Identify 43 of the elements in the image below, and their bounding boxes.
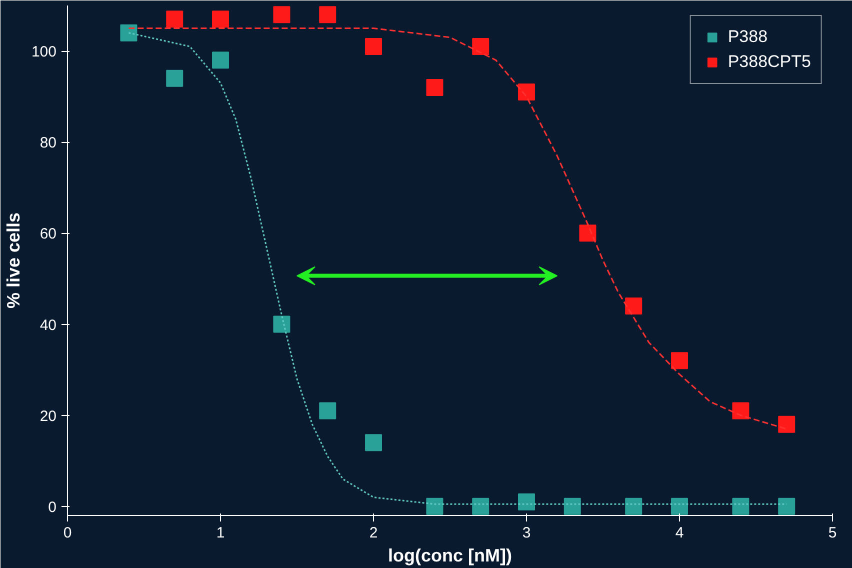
y-tick-label: 20 — [40, 408, 57, 425]
legend-label: P388CPT5 — [728, 52, 811, 72]
point — [365, 434, 382, 452]
y-tick-label: 60 — [40, 226, 57, 243]
y-axis-title: % live cells — [3, 212, 24, 309]
y-tick-label: 40 — [40, 316, 57, 334]
point — [426, 78, 444, 96]
point — [273, 316, 290, 333]
y-tick-label: 80 — [40, 134, 57, 152]
x-tick-label: 2 — [369, 524, 378, 542]
y-tick-label: 100 — [31, 44, 57, 61]
x-tick-label: 3 — [522, 524, 531, 542]
point — [671, 498, 688, 515]
x-tick-label: 4 — [675, 524, 684, 542]
point — [671, 352, 688, 370]
point — [732, 498, 750, 515]
point — [579, 224, 596, 242]
y-tick-label: 0 — [48, 498, 56, 516]
x-axis-title: log(conc [nM]) — [388, 546, 512, 566]
point — [564, 498, 581, 515]
x-tick-label: 5 — [828, 524, 837, 542]
legend-label: P388 — [728, 27, 768, 47]
point — [625, 498, 642, 515]
point — [625, 298, 642, 315]
x-tick-label: 0 — [63, 524, 72, 542]
point — [166, 10, 184, 28]
point — [472, 498, 490, 515]
point — [319, 6, 336, 24]
point — [212, 52, 229, 69]
point — [472, 38, 490, 55]
point — [120, 24, 138, 42]
point — [273, 6, 290, 24]
x-tick-label: 1 — [216, 524, 225, 542]
point — [732, 402, 750, 420]
point — [518, 493, 535, 510]
point — [778, 416, 796, 433]
point — [365, 38, 382, 55]
point — [778, 498, 796, 515]
point — [518, 84, 535, 101]
point — [319, 402, 336, 420]
point — [212, 10, 229, 28]
point — [166, 70, 184, 87]
point — [426, 498, 444, 515]
